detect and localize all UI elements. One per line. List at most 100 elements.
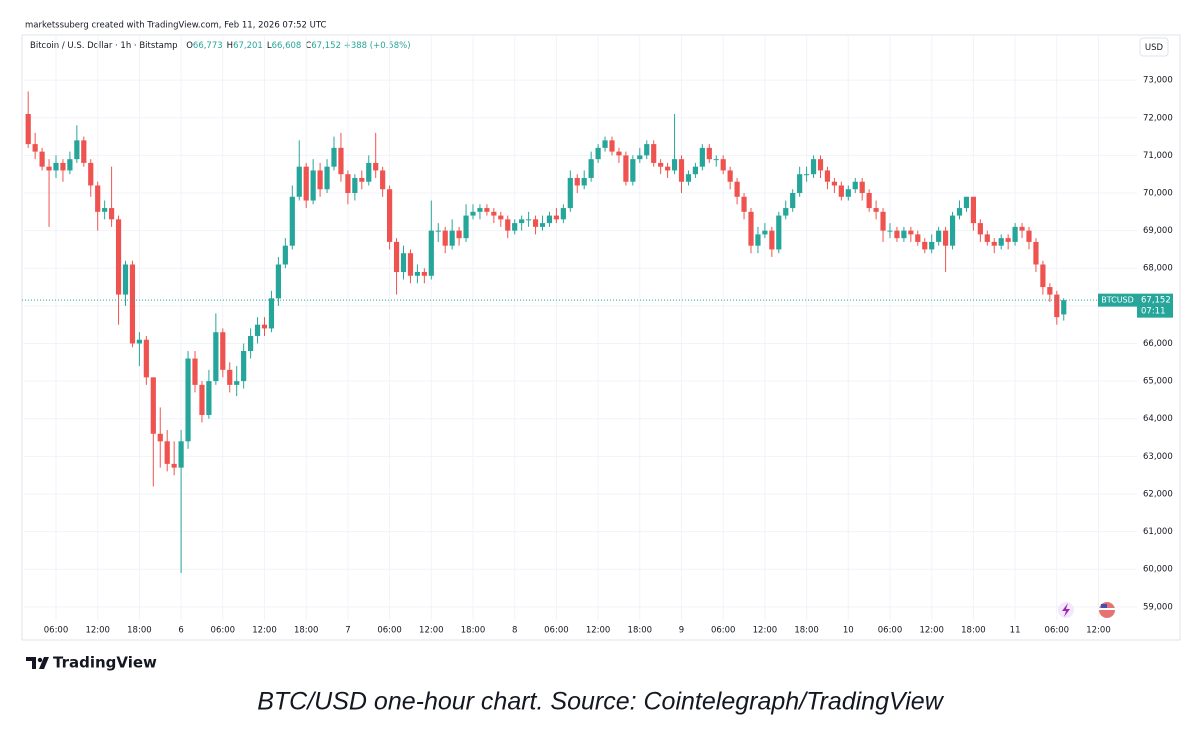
candle-body (963, 196, 970, 209)
legend-symbol: Bitcoin / U.S. Dollar · 1h · Bitstamp (30, 41, 178, 51)
candle-body (804, 174, 810, 176)
x-tick-label: 12:00 (753, 626, 778, 636)
candle-body (435, 230, 441, 232)
candle-body (567, 177, 573, 209)
x-tick-label: 6 (178, 626, 183, 636)
candle-body (254, 324, 261, 336)
candle-body (671, 159, 678, 171)
y-tick-label: 65,000 (1143, 377, 1173, 387)
candle-body (1047, 287, 1053, 295)
candle-body (39, 151, 45, 167)
x-tick-label: 18:00 (794, 626, 819, 636)
candle-body (956, 208, 963, 216)
candle-body (574, 177, 580, 186)
candle-body (220, 332, 226, 370)
candle-body (310, 170, 316, 201)
candle-body (157, 433, 163, 442)
candle-body (699, 147, 705, 167)
y-tick-label: 64,000 (1143, 414, 1173, 424)
candle-body (81, 140, 87, 163)
candle-body (512, 223, 518, 231)
candle-body (595, 147, 601, 160)
candle-body (929, 241, 935, 250)
candle-body (581, 177, 587, 186)
x-tick-label: 18:00 (961, 626, 986, 636)
candle-body (692, 166, 698, 175)
icon-flag-canton (1101, 604, 1107, 608)
x-tick-label: 18:00 (461, 626, 486, 636)
candle-body (95, 185, 101, 212)
candle-body (74, 140, 80, 160)
candle-body (248, 335, 254, 352)
candle-body (685, 174, 692, 182)
candle-body (741, 196, 747, 212)
candle-body (505, 219, 511, 231)
candle-body (25, 114, 31, 145)
candle-body (727, 170, 733, 182)
candle-body (1040, 264, 1046, 288)
candle-body (546, 215, 553, 224)
candle-body (115, 219, 122, 295)
legend-value: 67,201 (233, 41, 263, 51)
x-tick-label: 12:00 (419, 626, 444, 636)
candle-body (67, 159, 73, 171)
icon-flag-stripe (1099, 608, 1115, 610)
candle-body (442, 230, 448, 246)
x-tick-label: 11 (1010, 626, 1021, 636)
candle-body (922, 241, 928, 250)
legend-key: C (305, 41, 311, 51)
brand: TradingView (53, 654, 157, 672)
candle-body (296, 166, 302, 197)
caption: BTC/USD one-hour chart. Source: Cointele… (257, 688, 944, 716)
candle-body (366, 162, 372, 182)
y-tick-label: 69,000 (1143, 226, 1173, 236)
candle-body (345, 174, 351, 194)
candle-body (936, 230, 942, 242)
candle-body (755, 234, 761, 246)
header: marketssuberg created with TradingView.c… (25, 21, 327, 31)
candle-body (185, 358, 191, 442)
candle-body (943, 230, 949, 246)
x-tick-label: 12:00 (1086, 626, 1111, 636)
candle-body (428, 230, 434, 276)
candle-body (331, 147, 337, 167)
candle-body (623, 155, 629, 182)
candle-body (407, 253, 414, 276)
symbol-tag (1098, 293, 1137, 307)
candle-body (88, 162, 94, 186)
candle-body (908, 230, 914, 235)
currency-box[interactable] (1139, 37, 1169, 57)
candle-body (227, 369, 233, 385)
candle-body (977, 223, 983, 235)
candle-body (880, 211, 886, 231)
candle-body (1019, 226, 1025, 231)
x-tick-label: 06:00 (878, 626, 903, 636)
candle-body (644, 144, 650, 156)
candle-body (1012, 226, 1018, 242)
x-tick-label: 06:00 (1045, 626, 1070, 636)
candle-body (984, 234, 990, 242)
candle-body (324, 166, 330, 190)
candle-body (192, 358, 198, 385)
candle-body (783, 208, 789, 216)
candle-body (734, 181, 740, 197)
candle-body (810, 159, 817, 175)
price-tag (1137, 293, 1173, 318)
candle-body (887, 230, 893, 232)
candle-body (102, 208, 108, 212)
icon-bolt (1062, 603, 1070, 617)
candle-body (387, 189, 393, 242)
candle-body (609, 140, 615, 152)
candle-body (658, 162, 664, 167)
candle-body (526, 219, 532, 221)
candle-body (901, 230, 907, 239)
candle-body (873, 208, 879, 212)
legend-value: 66,608 (272, 41, 302, 51)
candle-body (665, 166, 671, 171)
candle-body (616, 151, 622, 156)
x-tick-label: 06:00 (711, 626, 736, 636)
x-tick-label: 10 (843, 626, 854, 636)
candle-body (838, 185, 844, 197)
candle-body (1054, 294, 1060, 318)
candle-body (261, 324, 268, 329)
